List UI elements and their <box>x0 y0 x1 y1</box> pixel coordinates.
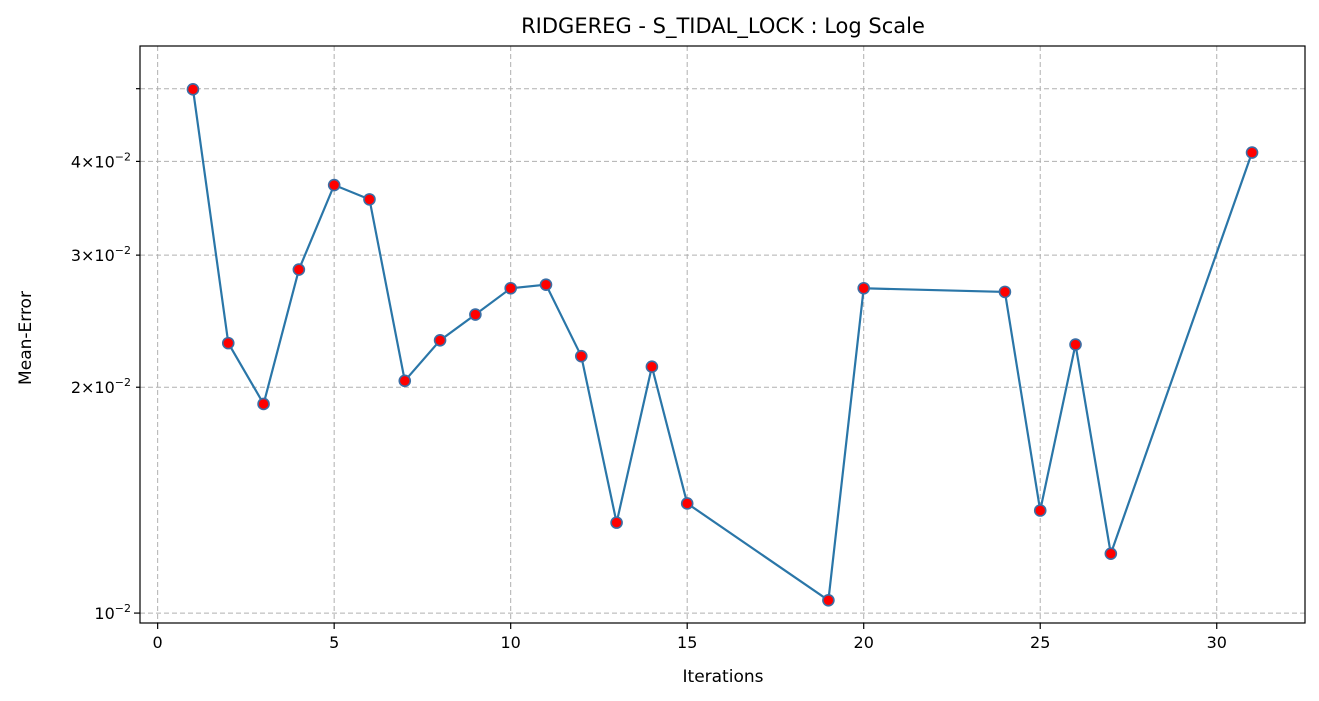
x-tick-label: 25 <box>1030 633 1050 652</box>
x-tick-label: 15 <box>677 633 697 652</box>
data-point <box>1069 338 1082 351</box>
data-point <box>186 83 200 96</box>
data-point <box>539 278 553 291</box>
plot-area-frame <box>139 45 1306 624</box>
data-point <box>857 281 871 295</box>
data-point <box>257 397 270 411</box>
x-tick-label: 30 <box>1207 633 1227 652</box>
y-axis-ticks: 10−2 2×10−2 3×10−2 4×10−2 <box>71 88 140 623</box>
data-point <box>469 308 482 321</box>
data-point <box>680 497 694 510</box>
data-point <box>822 593 835 607</box>
x-axis-ticks: 0 5 10 15 20 25 30 <box>153 623 1227 652</box>
x-tick-label: 20 <box>854 633 874 652</box>
data-point <box>221 336 235 350</box>
data-point <box>574 349 588 363</box>
data-point <box>504 281 517 295</box>
series-layer <box>186 83 1259 607</box>
x-axis-label: Iterations <box>683 667 764 687</box>
data-point <box>645 360 659 374</box>
data-point <box>998 285 1012 299</box>
y-minor-tick-label: 3×10−2 <box>71 244 131 265</box>
data-point <box>433 333 447 347</box>
data-point <box>1033 504 1047 517</box>
x-tick-label: 0 <box>153 633 163 652</box>
data-point <box>292 263 306 276</box>
data-point <box>1104 547 1118 560</box>
chart-title: RIDGEREG - S_TIDAL_LOCK : Log Scale <box>521 14 925 39</box>
y-minor-tick-label: 2×10−2 <box>71 376 131 397</box>
y-minor-tick-label: 4×10−2 <box>71 150 131 171</box>
data-point <box>610 516 623 529</box>
y-major-tick-label: 10−2 <box>94 602 131 623</box>
series-line <box>191 89 1254 603</box>
grid-lines <box>140 46 1305 623</box>
data-point <box>1245 146 1259 159</box>
data-point <box>398 374 412 388</box>
x-tick-label: 10 <box>501 633 521 652</box>
y-axis-label: Mean-Error <box>16 291 36 385</box>
data-point <box>363 193 376 206</box>
x-tick-label: 5 <box>329 633 339 652</box>
data-point <box>327 178 341 192</box>
